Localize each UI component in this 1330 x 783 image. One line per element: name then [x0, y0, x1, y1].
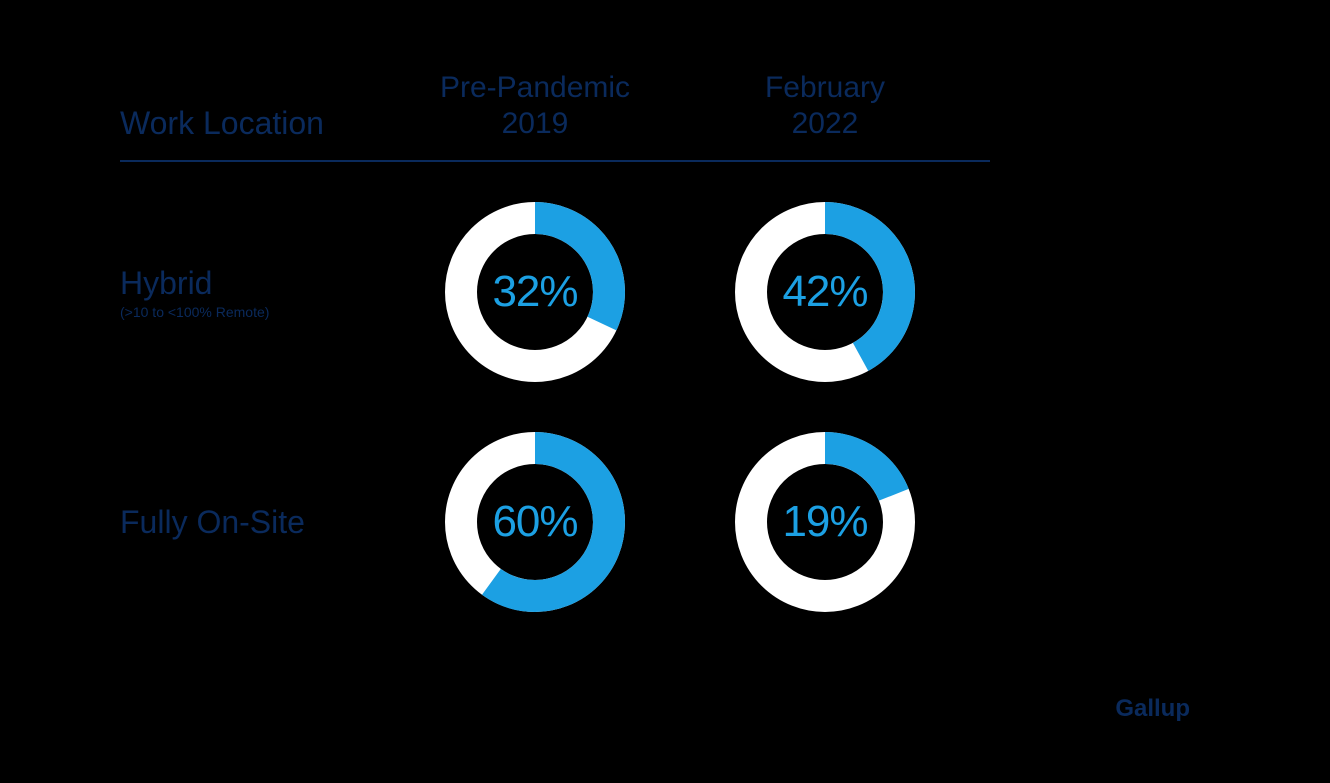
header-col-1-line2: 2019	[400, 106, 670, 142]
donut-chart: 19%	[725, 422, 925, 622]
data-row: Fully On-Site 60% 19%	[120, 422, 1210, 622]
row-label: Fully On-Site	[120, 504, 400, 541]
donut-percent-label: 42%	[782, 267, 867, 317]
header-row: Work Location Pre-Pandemic 2019 February…	[120, 70, 1210, 160]
donut-cell: 19%	[690, 422, 960, 622]
donut-chart: 42%	[725, 192, 925, 392]
donut-chart: 32%	[435, 192, 635, 392]
header-col-2-line2: 2022	[690, 106, 960, 142]
header-col-1-line1: Pre-Pandemic	[400, 70, 670, 106]
header-col-2: February 2022	[690, 70, 960, 142]
donut-cell: 60%	[400, 422, 670, 622]
header-col-1: Pre-Pandemic 2019	[400, 70, 670, 142]
row-label-main: Hybrid	[120, 265, 400, 302]
donut-cell: 32%	[400, 192, 670, 392]
row-label-sub: (>10 to <100% Remote)	[120, 304, 400, 320]
row-label: Hybrid (>10 to <100% Remote)	[120, 265, 400, 320]
row-label-main: Fully On-Site	[120, 504, 400, 541]
donut-percent-label: 60%	[492, 497, 577, 547]
donut-cell: 42%	[690, 192, 960, 392]
donut-percent-label: 32%	[492, 267, 577, 317]
header-col-2-line1: February	[690, 70, 960, 106]
donut-chart: 60%	[435, 422, 635, 622]
source-attribution: Gallup	[1115, 695, 1190, 723]
header-work-location: Work Location	[120, 105, 400, 142]
header-divider	[120, 160, 990, 162]
data-row: Hybrid (>10 to <100% Remote) 32% 42%	[120, 192, 1210, 392]
donut-percent-label: 19%	[782, 497, 867, 547]
rows-container: Hybrid (>10 to <100% Remote) 32% 42% Fully O…	[120, 192, 1210, 622]
